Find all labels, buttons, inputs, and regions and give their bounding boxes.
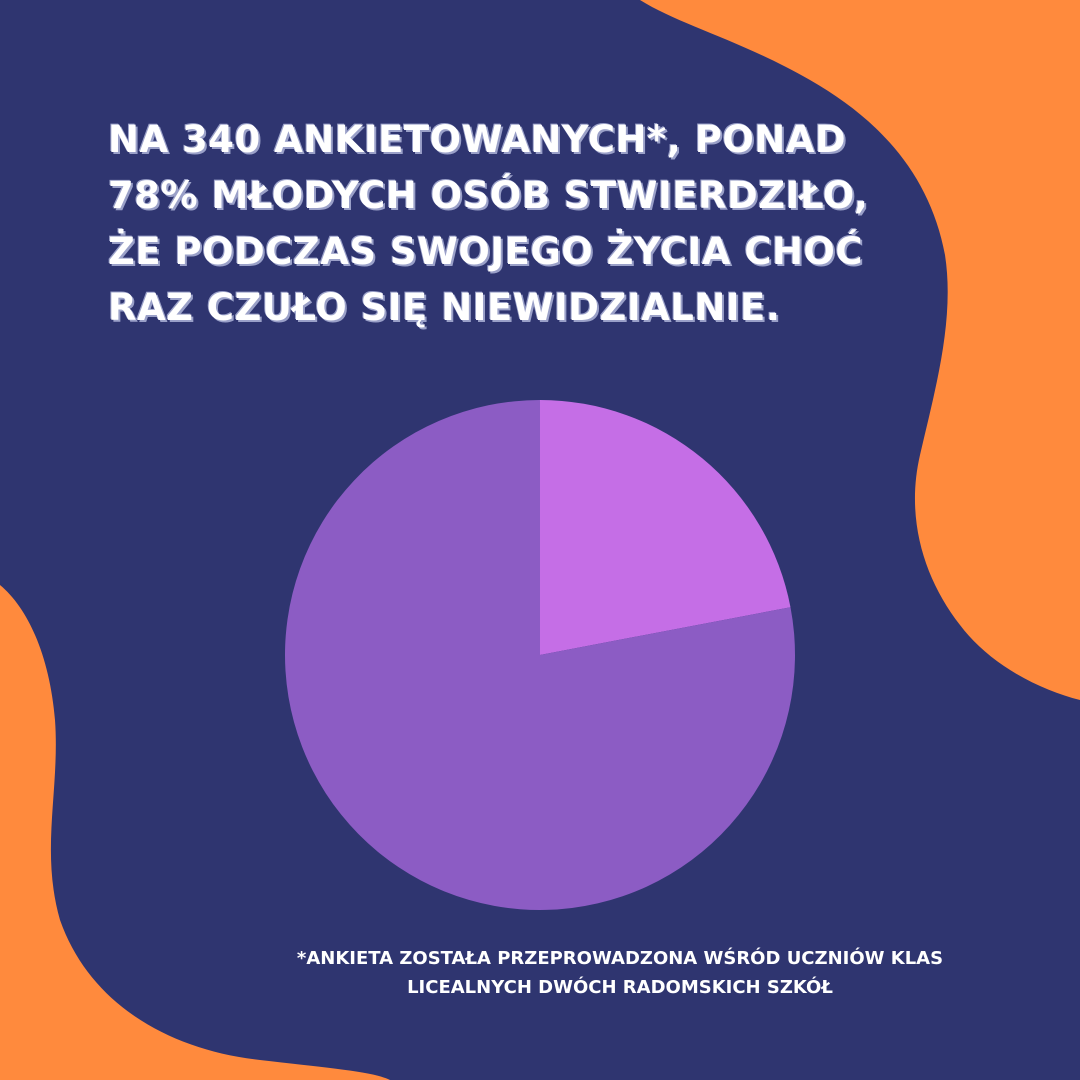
footnote-line-1: *ANKIETA ZOSTAŁA PRZEPROWADZONA WŚRÓD UC… bbox=[296, 948, 944, 969]
headline-line-4: RAZ CZUŁO SIĘ NIEWIDZIALNIE. bbox=[108, 286, 781, 329]
headline-line-3: ŻE PODCZAS SWOJEGO ŻYCIA CHOĆ bbox=[108, 230, 864, 273]
pie-slice-2 bbox=[285, 400, 795, 911]
orange-blob-top-right bbox=[640, 0, 1080, 700]
headline: NA 340 ANKIETOWANYCH*, PONAD 78% MŁODYCH… bbox=[108, 112, 968, 336]
headline-line-1: NA 340 ANKIETOWANYCH*, PONAD bbox=[108, 118, 847, 161]
footnote: *ANKIETA ZOSTAŁA PRZEPROWADZONA WŚRÓD UC… bbox=[240, 944, 1000, 1002]
pie-slice-1 bbox=[540, 400, 791, 655]
orange-blob-bottom-left bbox=[0, 585, 390, 1080]
headline-line-2: 78% MŁODYCH OSÓB STWIERDZIŁO, bbox=[108, 174, 869, 217]
footnote-line-2: LICEALNYCH DWÓCH RADOMSKICH SZKÓŁ bbox=[407, 977, 833, 998]
